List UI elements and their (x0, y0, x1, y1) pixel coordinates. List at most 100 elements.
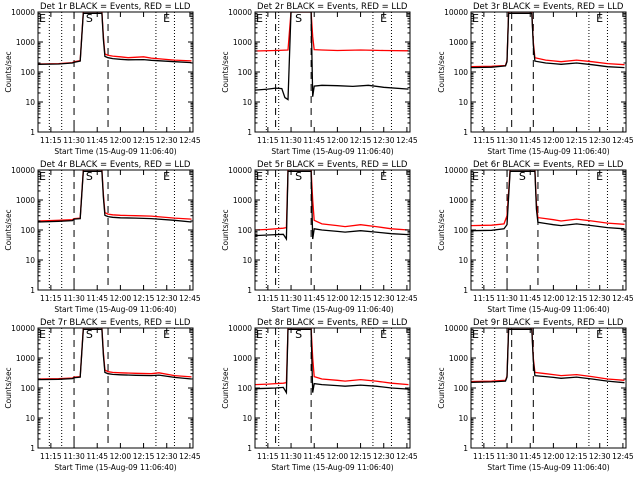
y-tick-label: 10000 (11, 324, 35, 333)
marker-label: S (295, 170, 302, 183)
x-tick-label: 12:15 (566, 294, 588, 303)
marker-label: E (380, 328, 387, 341)
panel-title: Det 2r BLACK = Events, RED = LLD (257, 2, 408, 12)
x-tick-label: 11:45 (303, 294, 325, 303)
series-group (255, 328, 409, 395)
x-tick-label: 11:30 (280, 452, 302, 461)
y-tick-label: 1 (463, 286, 468, 295)
y-axis-label: Counts/sec (4, 367, 13, 408)
y-tick-label: 10 (242, 98, 252, 107)
series-group (38, 12, 192, 65)
marker-label: E (163, 170, 170, 183)
marker-label: E (380, 12, 387, 25)
x-tick-label: 12:15 (566, 452, 588, 461)
x-tick-label: 11:30 (280, 294, 302, 303)
panel-title: Det 3r BLACK = Events, RED = LLD (473, 2, 624, 12)
x-tick-label: 12:00 (543, 452, 565, 461)
x-tick-label: 12:45 (179, 294, 201, 303)
y-tick-label: 100 (21, 68, 36, 77)
marker-label: E (163, 12, 170, 25)
x-tick-label: 11:45 (86, 452, 108, 461)
x-tick-label: 12:00 (327, 294, 349, 303)
x-tick-label: 12:45 (612, 294, 634, 303)
x-tick-label: 12:15 (133, 452, 155, 461)
y-tick-label: 1 (30, 444, 35, 453)
x-tick-label: 12:45 (179, 136, 201, 145)
series-line-red (255, 328, 409, 386)
y-tick-label: 10000 (228, 8, 252, 17)
y-tick-label: 1000 (233, 38, 252, 47)
y-tick-label: 10000 (444, 8, 468, 17)
x-tick-label: 12:30 (156, 136, 178, 145)
marker-label: E (39, 328, 46, 341)
x-tick-label: 12:00 (543, 294, 565, 303)
y-tick-label: 1000 (16, 354, 35, 363)
series-group (471, 170, 625, 232)
y-tick-label: 1000 (449, 354, 468, 363)
marker-label: E (39, 12, 46, 25)
x-tick-label: 11:15 (257, 452, 279, 461)
x-tick-label: 11:15 (257, 136, 279, 145)
x-tick-label: 12:15 (350, 452, 372, 461)
x-axis-label: Start Time (15-Aug-09 11:06:40) (487, 147, 609, 156)
x-tick-label: 11:15 (473, 452, 495, 461)
marker-label: S (86, 12, 93, 25)
x-tick-label: 12:00 (327, 136, 349, 145)
x-tick-label: 11:45 (303, 136, 325, 145)
x-tick-label: 12:00 (327, 452, 349, 461)
x-tick-label: 12:45 (612, 452, 634, 461)
x-tick-label: 12:15 (350, 294, 372, 303)
series-line-black (471, 170, 625, 232)
x-tick-label: 12:00 (110, 452, 132, 461)
panel-title: Det 1r BLACK = Events, RED = LLD (40, 2, 191, 12)
x-tick-label: 12:45 (396, 136, 418, 145)
x-tick-label: 11:15 (473, 136, 495, 145)
x-axis-label: Start Time (15-Aug-09 11:06:40) (487, 463, 609, 472)
x-tick-label: 12:45 (179, 452, 201, 461)
y-tick-label: 100 (454, 226, 469, 235)
marker-label: E (596, 170, 603, 183)
x-axis-label: Start Time (15-Aug-09 11:06:40) (54, 147, 176, 156)
x-tick-label: 11:45 (86, 294, 108, 303)
x-tick-label: 12:00 (543, 136, 565, 145)
marker-label: E (380, 170, 387, 183)
y-axis-label: Counts/sec (4, 209, 13, 250)
series-line-black (38, 328, 192, 381)
y-tick-label: 100 (238, 384, 253, 393)
y-tick-label: 1000 (449, 38, 468, 47)
x-axis-label: Start Time (15-Aug-09 11:06:40) (271, 463, 393, 472)
panel-title: Det 4r BLACK = Events, RED = LLD (40, 160, 191, 170)
y-tick-label: 1 (247, 128, 252, 137)
x-tick-label: 12:30 (156, 294, 178, 303)
y-tick-label: 10 (458, 256, 468, 265)
y-tick-label: 10 (242, 256, 252, 265)
y-tick-label: 10 (25, 98, 35, 107)
x-tick-label: 11:15 (40, 452, 62, 461)
panel-title: Det 9r BLACK = Events, RED = LLD (473, 318, 624, 328)
series-group (38, 170, 192, 223)
x-tick-label: 11:45 (519, 452, 541, 461)
y-tick-label: 1 (463, 128, 468, 137)
y-tick-label: 100 (454, 384, 469, 393)
x-tick-label: 11:30 (63, 136, 85, 145)
marker-label: E (596, 328, 603, 341)
y-tick-label: 1 (463, 444, 468, 453)
y-tick-label: 100 (454, 68, 469, 77)
panel-title: Det 6r BLACK = Events, RED = LLD (473, 160, 624, 170)
x-tick-label: 11:30 (496, 452, 518, 461)
y-tick-label: 10000 (11, 8, 35, 17)
series-group (255, 170, 409, 242)
y-tick-label: 10000 (11, 166, 35, 175)
series-line-red (255, 12, 409, 52)
marker-label: E (163, 328, 170, 341)
y-tick-label: 100 (21, 384, 36, 393)
marker-label: E (472, 12, 479, 25)
y-tick-label: 10 (242, 414, 252, 423)
x-tick-label: 11:45 (519, 136, 541, 145)
